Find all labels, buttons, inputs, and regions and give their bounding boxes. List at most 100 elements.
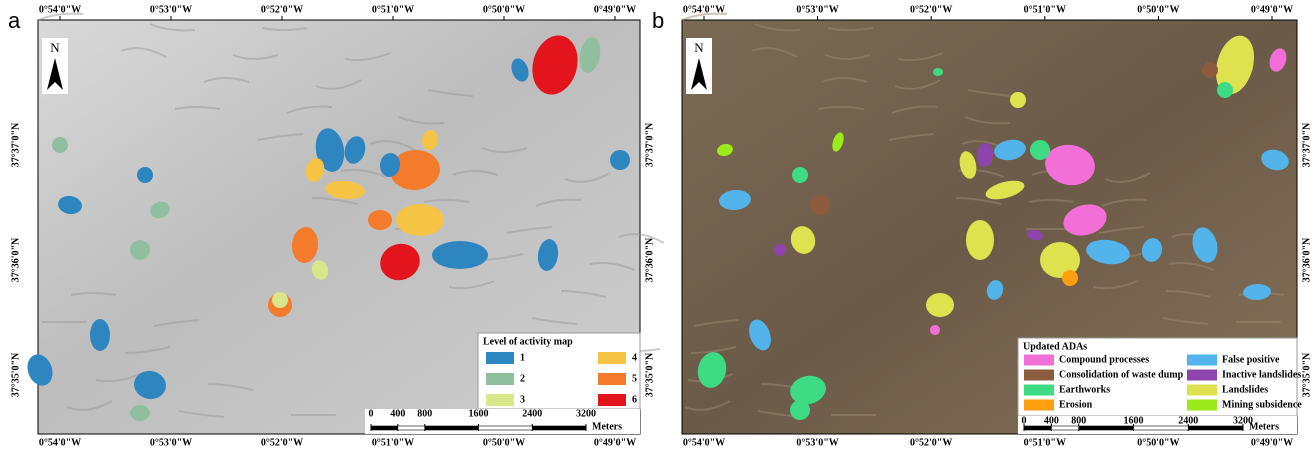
activity-area: [368, 210, 392, 230]
legend-label: Earthworks: [1059, 384, 1110, 395]
latitude-label: 37°36'0"N: [644, 237, 655, 282]
longitude-label: 0°52'0"W: [261, 4, 303, 15]
longitude-label: 0°49'0"W: [594, 4, 636, 15]
longitude-label: 0°53'0"W: [150, 4, 192, 15]
latitude-label: 37°37'0"N: [10, 122, 21, 167]
scale-label: 800: [417, 408, 432, 419]
activity-area: [52, 137, 68, 153]
activity-area: [130, 240, 150, 260]
legend-swatch: [1187, 370, 1217, 381]
longitude-label: 0°49'0"W: [1251, 4, 1293, 15]
activity-area: [432, 241, 488, 269]
legend-label: Mining subsidence: [1222, 399, 1302, 410]
longitude-label: 0°49'0"W: [594, 437, 636, 448]
legend-swatch: [598, 394, 626, 406]
scale-segment: [1051, 426, 1078, 430]
legend-swatch: [486, 352, 514, 364]
activity-area: [610, 150, 630, 170]
legend-label: 1: [520, 352, 525, 363]
scale-label: 0: [369, 408, 374, 419]
figure: a N 0°54'0"W 0°54'0"W 0°53'0"W 0°53'0"W 0°52'0…: [0, 0, 1315, 452]
activity-area: [926, 293, 954, 317]
latitude-label: 37°37'0"N: [644, 122, 655, 167]
activity-area: [130, 405, 150, 421]
legend-label: False positive: [1222, 354, 1280, 365]
panel-letter: a: [8, 8, 21, 33]
scale-segment: [371, 426, 398, 430]
scale-segment: [1134, 426, 1189, 430]
longitude-label: 0°51'0"W: [372, 4, 414, 15]
legend-swatch: [598, 373, 626, 385]
latitude-label: 37°35'0"N: [644, 352, 655, 397]
longitude-label: 0°53'0"W: [796, 437, 838, 448]
legend-label: 3: [520, 394, 525, 405]
latitude-label: 37°36'0"N: [1301, 237, 1312, 282]
legend-label: 2: [520, 373, 525, 384]
legend-label: Landslides: [1222, 384, 1268, 395]
legend-label: Compound processes: [1059, 354, 1149, 365]
longitude-label: 0°54'0"W: [683, 437, 725, 448]
scale-segment: [1188, 426, 1243, 430]
scale-segment: [1024, 426, 1051, 430]
longitude-label: 0°49'0"W: [1251, 437, 1293, 448]
longitude-label: 0°54'0"W: [39, 437, 81, 448]
latitude-label: 37°35'0"N: [10, 352, 21, 397]
legend-swatch: [598, 352, 626, 364]
scale-segment: [398, 426, 425, 430]
scale-unit: Meters: [1249, 421, 1279, 432]
latitude-label: 37°36'0"N: [10, 237, 21, 282]
longitude-label: 0°54'0"W: [683, 4, 725, 15]
map-panel: b N 0°54'0"W 0°54'0"W 0°53'0"W 0°53'0"W 0°52'0…: [652, 4, 1312, 448]
longitude-label: 0°51'0"W: [1024, 4, 1066, 15]
longitude-label: 0°50'0"W: [483, 437, 525, 448]
legend-swatch: [486, 394, 514, 406]
north-label: N: [694, 40, 704, 55]
latitude-label: 37°35'0"N: [1301, 352, 1312, 397]
legend-label: 6: [632, 394, 637, 405]
legend-swatch: [1024, 355, 1054, 366]
legend-title: Updated ADAs: [1023, 341, 1087, 352]
activity-area: [774, 244, 786, 256]
activity-area: [90, 319, 110, 351]
scale-label: 3200: [576, 408, 596, 419]
legend-swatch: [1024, 385, 1054, 396]
legend-swatch: [1187, 385, 1217, 396]
activity-area: [396, 204, 444, 236]
longitude-label: 0°53'0"W: [796, 4, 838, 15]
latitude-label: 37°37'0"N: [1301, 122, 1312, 167]
activity-area: [810, 195, 830, 215]
legend-swatch: [1187, 355, 1217, 366]
page: a N 0°54'0"W 0°54'0"W 0°53'0"W 0°53'0"W 0°52'0…: [0, 0, 1315, 457]
legend-label: Consolidation of waste dump: [1059, 369, 1184, 380]
scale-label: 1600: [469, 408, 489, 419]
legend-swatch: [486, 373, 514, 385]
longitude-label: 0°51'0"W: [1024, 437, 1066, 448]
longitude-label: 0°52'0"W: [261, 437, 303, 448]
legend-label: Erosion: [1059, 399, 1093, 410]
legend-label: Inactive landslides: [1222, 369, 1301, 380]
longitude-label: 0°51'0"W: [372, 437, 414, 448]
scale-label: 400: [390, 408, 405, 419]
legend-label: 5: [632, 373, 637, 384]
panel-letter: b: [652, 8, 664, 33]
scale-segment: [1079, 426, 1134, 430]
legend-label: 4: [632, 352, 637, 363]
longitude-label: 0°50'0"W: [1137, 4, 1179, 15]
longitude-label: 0°53'0"W: [150, 437, 192, 448]
scale-label: 2400: [522, 408, 542, 419]
scale-segment: [479, 426, 533, 430]
map-panel: a N 0°54'0"W 0°54'0"W 0°53'0"W 0°53'0"W 0°52'0…: [8, 4, 664, 448]
longitude-label: 0°50'0"W: [483, 4, 525, 15]
scale-segment: [425, 426, 479, 430]
legend-swatch: [1024, 370, 1054, 381]
legend-swatch: [1187, 400, 1217, 411]
longitude-label: 0°54'0"W: [39, 4, 81, 15]
longitude-label: 0°52'0"W: [910, 437, 952, 448]
legend-title: Level of activity map: [483, 336, 573, 347]
legend-swatch: [1024, 400, 1054, 411]
activity-area: [966, 220, 994, 260]
longitude-label: 0°52'0"W: [910, 4, 952, 15]
scale-unit: Meters: [592, 421, 622, 432]
longitude-label: 0°50'0"W: [1137, 437, 1179, 448]
north-label: N: [50, 40, 60, 55]
